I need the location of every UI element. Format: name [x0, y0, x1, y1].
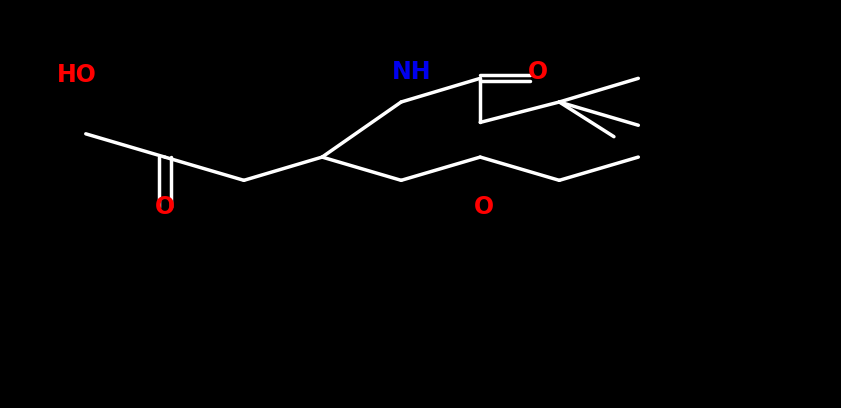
Text: HO: HO	[57, 63, 97, 87]
Text: O: O	[528, 60, 548, 84]
Text: NH: NH	[393, 60, 431, 84]
Text: O: O	[155, 195, 175, 219]
Text: O: O	[473, 195, 494, 219]
